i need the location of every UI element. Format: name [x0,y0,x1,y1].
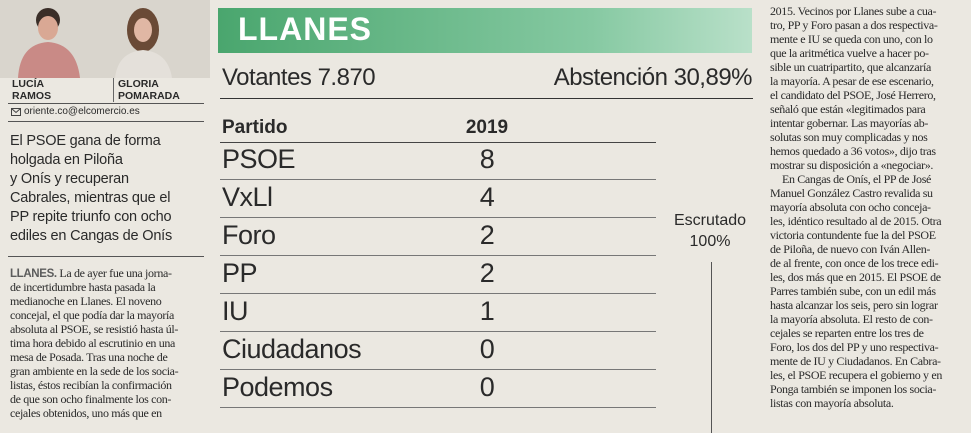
rule [220,369,656,370]
rule [220,331,656,332]
body-line: 2015. Vecinos por Llanes sube a cua- [770,4,937,18]
deck-line: Cabrales, mientras que el [10,190,171,206]
email: oriente.co@elcomercio.es [24,106,140,117]
party-name: Foro [222,220,276,250]
body-right: 2015. Vecinos por Llanes sube a cua-tro,… [770,4,970,410]
body-line: listas, éstos recibían la confirmación [10,378,172,392]
mail-icon [11,108,21,116]
banner-title: LLANES [238,11,372,47]
seat-count: 1 [479,296,495,326]
body-line: de Piloña, de nuevo con Iván Allen- [770,242,931,256]
author-photos [0,0,210,78]
seat-count: 0 [479,372,495,402]
banner [218,8,752,53]
rule [220,217,656,218]
deck-line: ediles en Cangas de Onís [10,228,173,244]
body-line: cejales se reparten entre los tres de [770,326,924,340]
body-line: mostrar su disposición a «negociar». [770,158,934,172]
body-line: absoluta al PSOE, se resistió hasta úl- [10,322,178,336]
lead: LLANES. [10,268,57,280]
body-line: cejales obtenidos, uno más que en [10,406,162,420]
body-line: concejal, el que podía dar la mayoría [10,308,174,322]
party-name: IU [222,296,249,326]
deck-line: El PSOE gana de forma [10,133,161,149]
body-line: intentar gobernar. Las mayorías ab- [770,116,929,130]
body-line: tro, PP y Foro pasan a dos respectiva- [770,18,938,32]
body-line: de que son ocho finalmente los con- [10,392,172,406]
party-name: PSOE [222,144,296,174]
deck-line: holgada en Piloña [10,152,123,168]
body-line: hasta alcanzar los seis, pero sin lograr [770,298,938,312]
table-header: 2019 [465,117,509,138]
body-line: tima hora debido al escrutinio en una [10,336,175,350]
body-line: LLANES. La de ayer fue una jorna- [10,266,178,280]
body-line: señaló que están «legitimados para [770,102,926,116]
author-last: RAMOS [12,90,52,102]
body-line: mesa de Posada. Tras una noche de [10,350,168,364]
body-line: sible un cuatripartito, que alcanzaría [770,60,931,74]
status-value: 100% [689,233,731,250]
body-line: Parres también sube, con un edil más [770,284,936,298]
rule [220,179,656,180]
body-line: victoria contundente fue la del PSOE [770,228,936,242]
status-label: Escrutado [673,212,747,229]
divider [711,262,712,433]
seat-count: 2 [479,258,495,288]
deck: El PSOE gana de forma holgada en Piloña y … [10,132,172,246]
deck-line: PP repite triunfo con ocho [10,209,172,225]
author-first: GLORIA [118,78,159,90]
table-header: Partido [222,117,288,138]
party-name: PP [222,258,258,288]
body-line: gran ambiente en la sede de los socia- [10,364,179,378]
rule [220,407,656,408]
rule [220,255,656,256]
body-line: de al frente, con once de los trece edi- [770,256,939,270]
body-line: En Cangas de Onís, el PP de José [782,172,932,186]
voters: Votantes 7.870 [222,64,376,91]
body-line: la mayoría. A pesar de ese escenario, [770,74,934,88]
status: Escrutado 100% [665,210,755,252]
author-1: LUCÍA RAMOS [12,78,51,102]
body-line: solutas son muy complicadas y nos [770,130,928,144]
body-line: medianoche en Llanes. El noveno [10,294,162,308]
body-line: mayoría absoluta con ocho conceja- [770,200,931,214]
body-line: les, dos más que en 2015. El PSOE de [770,270,941,284]
body-line: de incertidumbre hasta pasada la [10,280,156,294]
party-name: VxLl [222,182,273,212]
rule [220,293,656,294]
seat-count: 2 [479,220,495,250]
body-line: hemos quedado a 36 votos», dijo tras [770,144,936,158]
body-line: Ponga también se imponen los socia- [770,382,937,396]
rule [220,142,656,143]
deck-line: y Onís y recuperan [10,171,129,187]
body-left: LLANES. La de ayer fue una jorna- de inc… [10,266,179,420]
author-2: GLORIA POMARADA [113,78,180,102]
party-name: Podemos [222,372,333,402]
seat-count: 4 [479,182,495,212]
body-line: el candidato del PSOE, José Herrero, [770,88,936,102]
abstention: Abstención 30,89% [553,64,753,91]
body-line: les, el PSOE recupera el gobierno y en [770,368,942,382]
party-name: Ciudadanos [222,334,362,364]
body-line: Foro, los dos del PP y uno respectiva- [770,340,939,354]
body-line: que la aritmética vuelve a hacer po- [770,46,929,60]
body-text: La de ayer fue una jorna- [59,266,172,280]
body-line: mente de IU y Ciudadanos. En Cabra- [770,354,941,368]
body-line: mente e IU se queda con uno, con lo [770,32,933,46]
author-first: LUCÍA [12,78,45,90]
body-line: Manuel González Castro revalida su [770,186,933,200]
seat-count: 8 [479,144,495,174]
body-line: les, idéntico resultado al de 2015. Otra [770,214,942,228]
seat-count: 0 [479,334,495,364]
author-last: POMARADA [118,90,180,102]
body-line: listas con mayoría absoluta. [770,396,894,410]
body-line: la mayoría absoluta. El resto de con- [770,312,933,326]
